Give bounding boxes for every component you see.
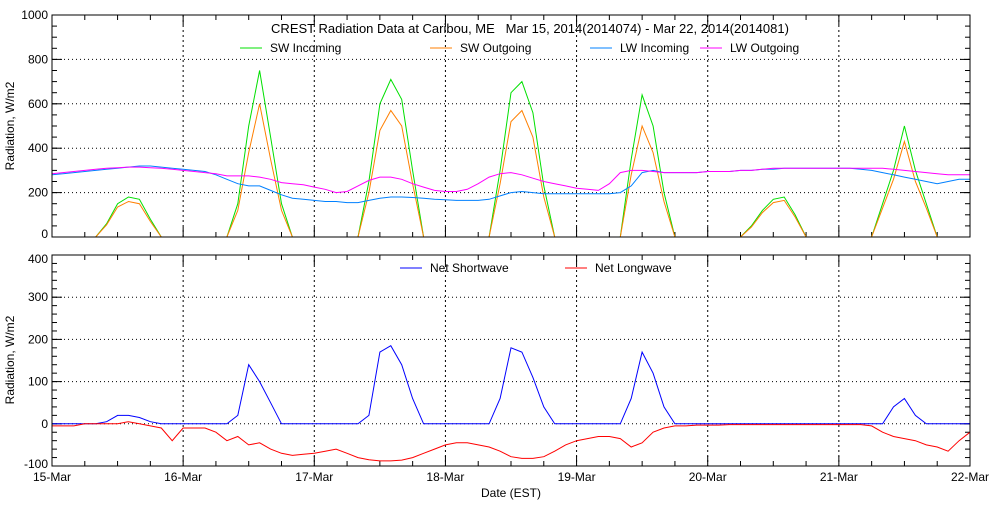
- series-line-sw-incoming: [52, 70, 970, 238]
- x-tick-label: 15-Mar: [33, 470, 71, 484]
- legend-label: SW Incoming: [270, 41, 341, 55]
- series-line-net-shortwave: [52, 345, 970, 425]
- x-tick-label: 20-Mar: [689, 470, 727, 484]
- x-tick-label: 21-Mar: [820, 470, 858, 484]
- bottom-y-tick-label: 0: [41, 417, 48, 431]
- legend-label: SW Outgoing: [460, 41, 531, 55]
- top-plot-frame: [51, 14, 971, 238]
- series-line-lw-outgoing: [51, 166, 970, 194]
- top-y-tick-label: 0: [41, 227, 48, 241]
- bottom-y-tick-label: -100: [24, 457, 48, 471]
- bottom-y-axis-label: Radiation, W/m2: [3, 315, 17, 404]
- top-y-axis-label: Radiation, W/m2: [3, 81, 17, 170]
- x-tick-label: 16-Mar: [164, 470, 202, 484]
- x-tick-label: 22-Mar: [951, 470, 989, 484]
- bottom-y-tick-label: 200: [28, 332, 48, 346]
- legend-label: Net Longwave: [595, 261, 672, 275]
- x-axis-label: Date (EST): [481, 486, 541, 500]
- top-y-tick-label: 400: [28, 141, 48, 155]
- top-y-tick-label: 200: [28, 186, 48, 200]
- x-tick-label: 19-Mar: [558, 470, 596, 484]
- bottom-y-tick-label: 100: [28, 375, 48, 389]
- bottom-y-tick-label: 300: [28, 290, 48, 304]
- chart-title: CREST Radiation Data at Caribou, ME Mar …: [271, 21, 789, 36]
- series-line-net-longwave: [52, 421, 971, 462]
- bottom-plot-frame: [51, 254, 971, 467]
- x-tick-label: 18-Mar: [426, 470, 464, 484]
- top-y-tick-label: 800: [28, 52, 48, 66]
- top-y-tick-label: 1000: [21, 8, 48, 22]
- bottom-y-tick-label: 400: [28, 252, 48, 266]
- legend-label: LW Incoming: [620, 41, 689, 55]
- legend-label: Net Shortwave: [430, 261, 509, 275]
- x-tick-label: 17-Mar: [295, 470, 333, 484]
- legend-label: LW Outgoing: [730, 41, 799, 55]
- top-y-tick-label: 600: [28, 97, 48, 111]
